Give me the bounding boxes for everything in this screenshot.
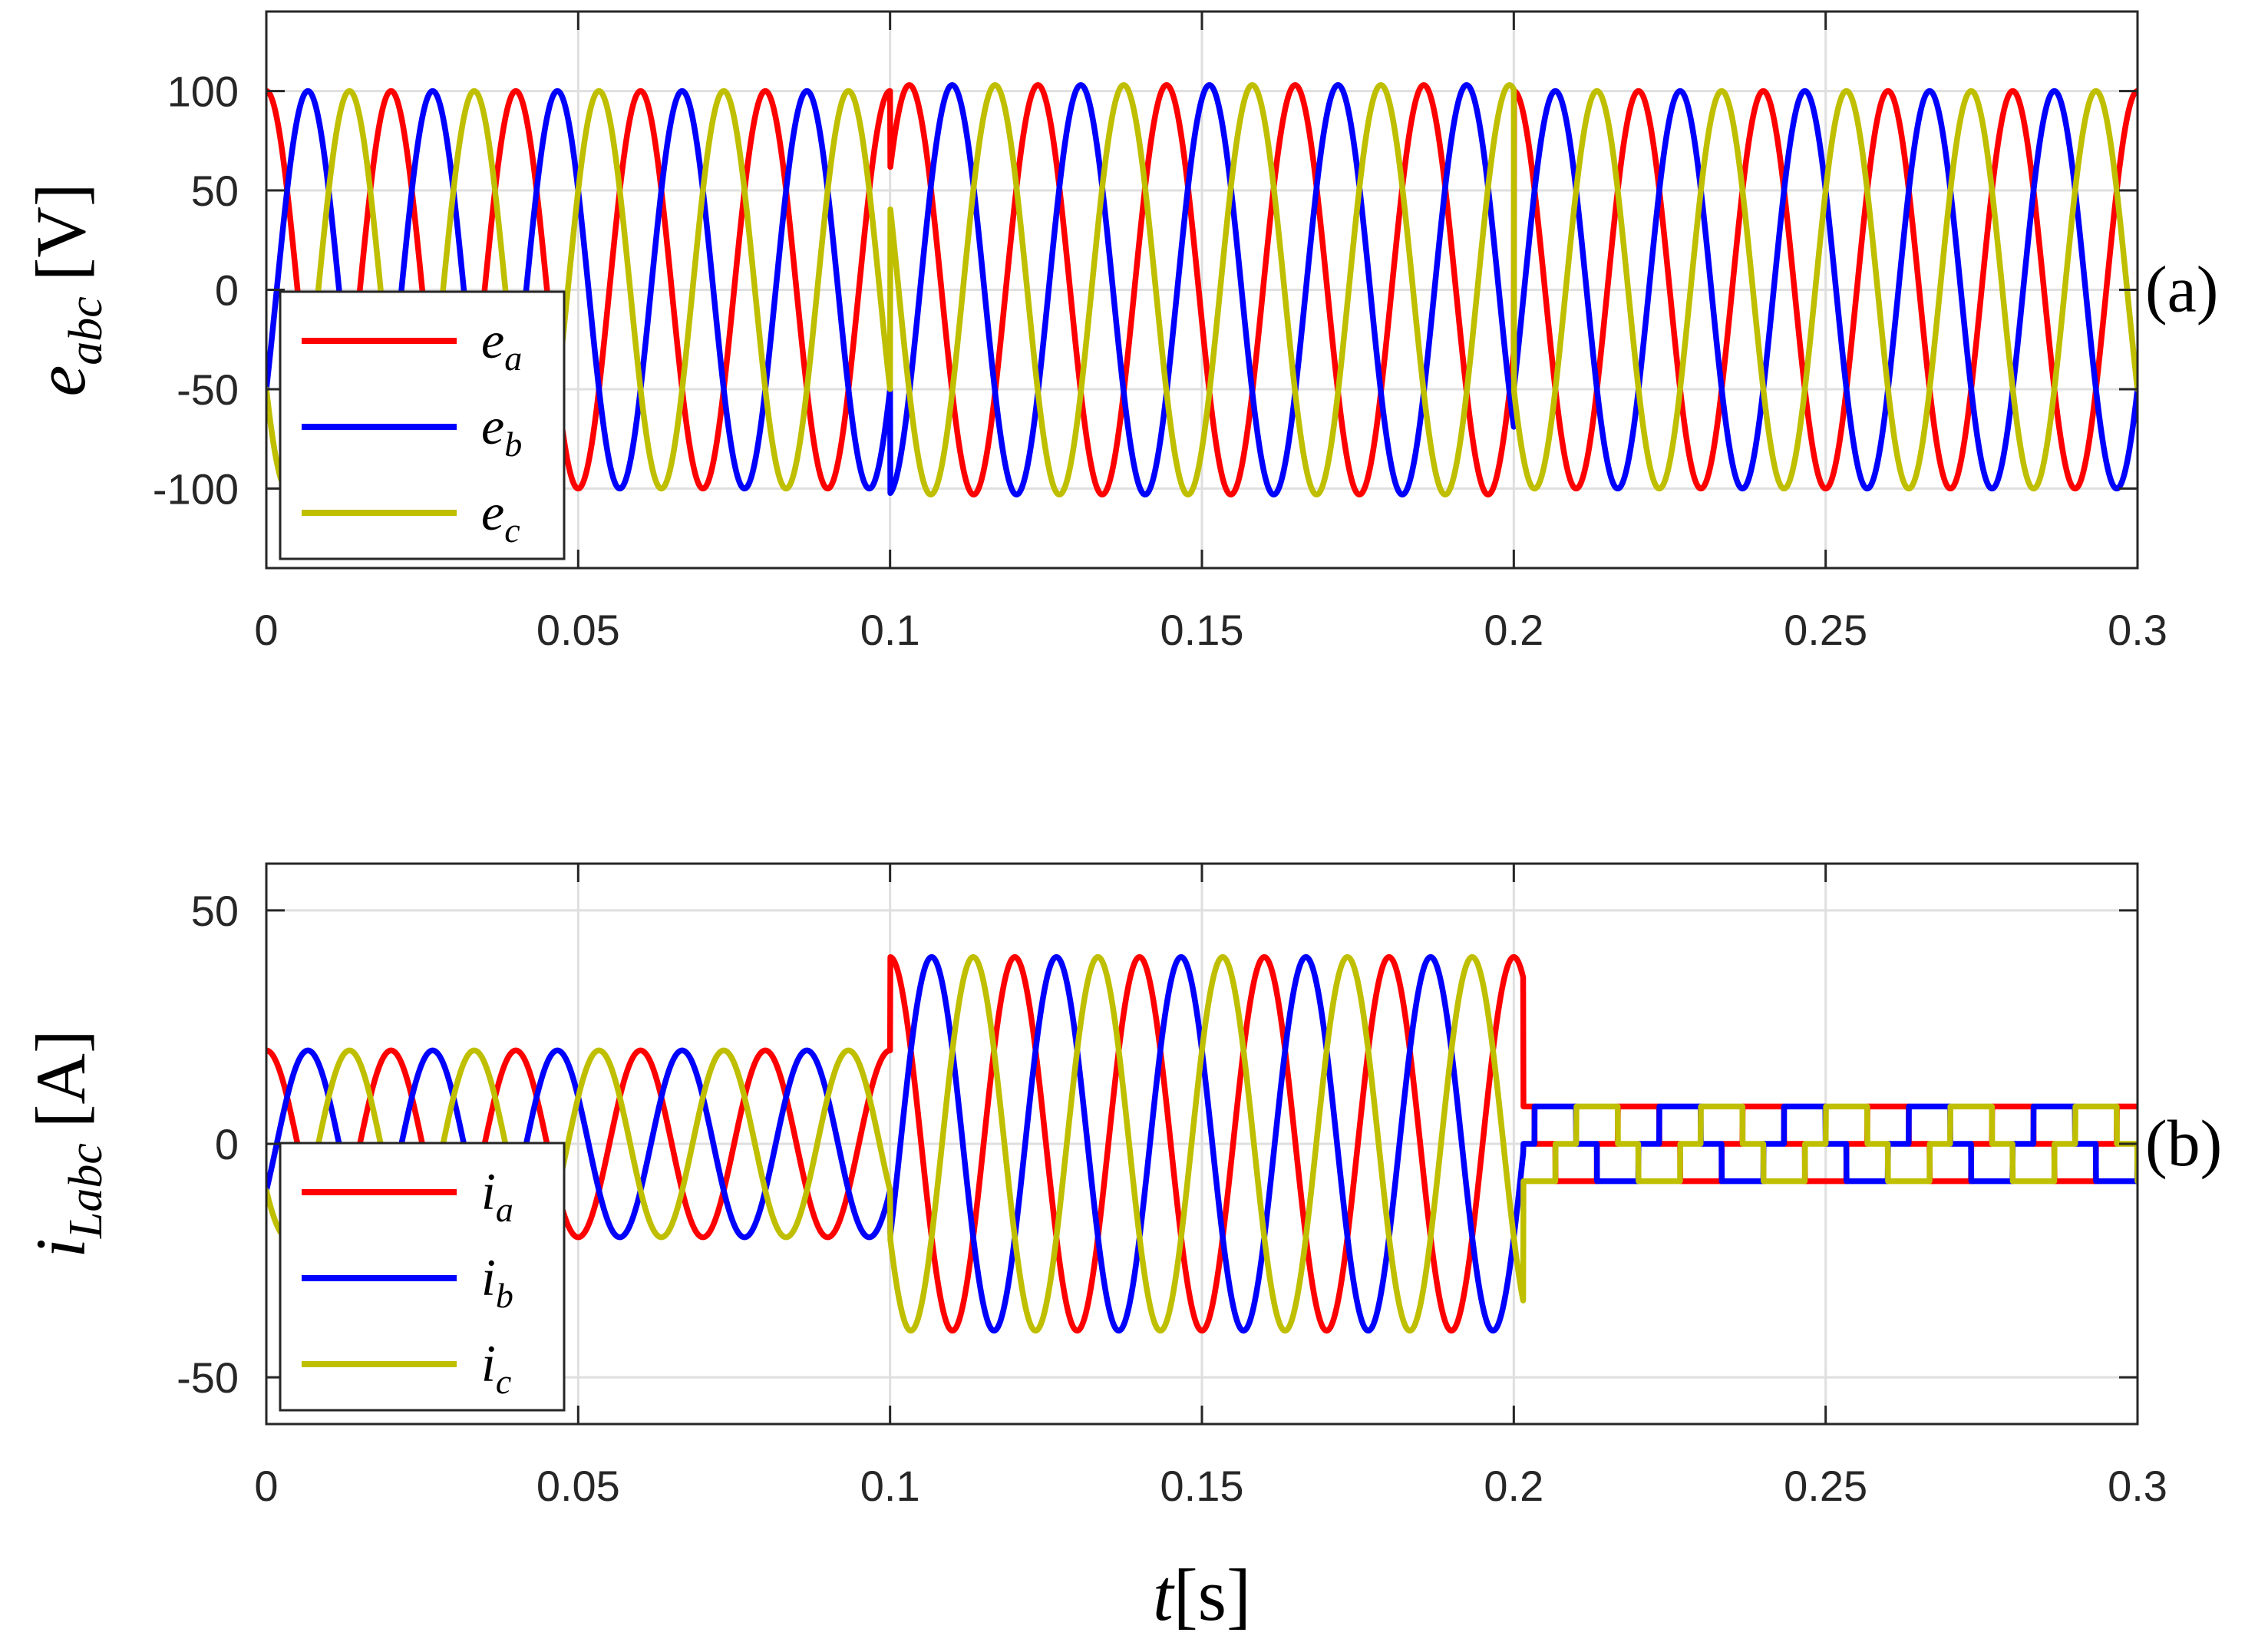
- y-axis-label-subscript: abc: [60, 296, 112, 365]
- x-axis-label-unit: [s]: [1174, 1554, 1251, 1636]
- legend-label-c: ec: [481, 483, 520, 550]
- y-axis-label-unit: [A]: [21, 1029, 100, 1128]
- x-tick-label: 0.2: [1484, 1462, 1543, 1510]
- y-tick-label: 50: [191, 887, 239, 935]
- x-tick-label: 0.1: [860, 606, 920, 654]
- y-axis-label-subscript: Labc: [60, 1143, 112, 1239]
- x-tick-label: 0.05: [536, 1462, 620, 1510]
- x-tick-label: 0.15: [1160, 606, 1244, 654]
- x-tick-label: 0: [254, 606, 278, 654]
- legend-label-symbol: e: [481, 311, 504, 369]
- y-axis-label-unit: [V]: [21, 183, 100, 281]
- panel-b: 0 0.05 0.1 0.15 0.2 0.25 0.3-50050iLabc[A](b)t…: [21, 862, 2222, 1636]
- panel-a: 0 0.05 0.1 0.15 0.2 0.25 0.3-100-50050100eabc[…: [21, 10, 2218, 654]
- series-group: [266, 82, 2138, 497]
- legend-label-subscript: c: [504, 511, 520, 550]
- legend-label-a: ea: [481, 311, 522, 378]
- x-tick-label: 0.25: [1784, 1462, 1867, 1510]
- legend-label-b: eb: [481, 397, 522, 464]
- x-tick-label: 0.3: [2108, 606, 2167, 654]
- y-tick-label: -50: [177, 1353, 239, 1402]
- y-axis-label: eabc [V]: [21, 183, 112, 396]
- legend-label-subscript: c: [496, 1362, 511, 1401]
- legend-label-symbol: i: [481, 1334, 496, 1393]
- y-axis-label: iLabc [A]: [21, 1029, 112, 1257]
- y-tick-label: 0: [215, 266, 239, 315]
- series-line-c: [266, 82, 2138, 497]
- legend-label-subscript: b: [504, 425, 522, 464]
- x-axis-label-symbol: t: [1153, 1554, 1175, 1636]
- series-line-a: [266, 953, 2138, 1334]
- legend-label-b: ib: [481, 1248, 513, 1315]
- y-tick-label: -100: [153, 464, 239, 513]
- y-tick-label: 0: [215, 1120, 239, 1168]
- legend-label-subscript: a: [496, 1190, 513, 1229]
- legend-label-subscript: a: [504, 339, 522, 378]
- series-line-a: [266, 82, 2138, 497]
- legend-label-a: ia: [481, 1162, 513, 1229]
- legend-label-symbol: i: [481, 1248, 496, 1307]
- panel-label: (b): [2145, 1106, 2222, 1180]
- x-tick-label: 0.15: [1160, 1462, 1244, 1510]
- x-tick-label: 0.1: [860, 1462, 920, 1510]
- legend-label-symbol: i: [481, 1162, 496, 1221]
- y-axis-label-symbol: e: [21, 365, 100, 397]
- x-tick-label: 0.3: [2108, 1462, 2167, 1510]
- x-axis-label: t[s]: [1153, 1554, 1251, 1636]
- series-line-c: [266, 953, 2138, 1334]
- legend-label-symbol: e: [481, 397, 504, 455]
- legend-label-subscript: b: [496, 1276, 513, 1315]
- y-tick-label: 100: [167, 68, 239, 116]
- legend-label-symbol: e: [481, 483, 504, 541]
- legend-label-c: ic: [481, 1334, 511, 1401]
- y-tick-label: 50: [191, 167, 239, 215]
- x-tick-label: 0.25: [1784, 606, 1867, 654]
- x-tick-label: 0: [254, 1462, 278, 1510]
- y-tick-label: -50: [177, 365, 239, 414]
- y-axis-label-symbol: i: [21, 1238, 100, 1258]
- panel-label: (a): [2145, 253, 2218, 326]
- x-tick-label: 0.2: [1484, 606, 1543, 654]
- x-tick-label: 0.05: [536, 606, 620, 654]
- series-group: [266, 953, 2138, 1334]
